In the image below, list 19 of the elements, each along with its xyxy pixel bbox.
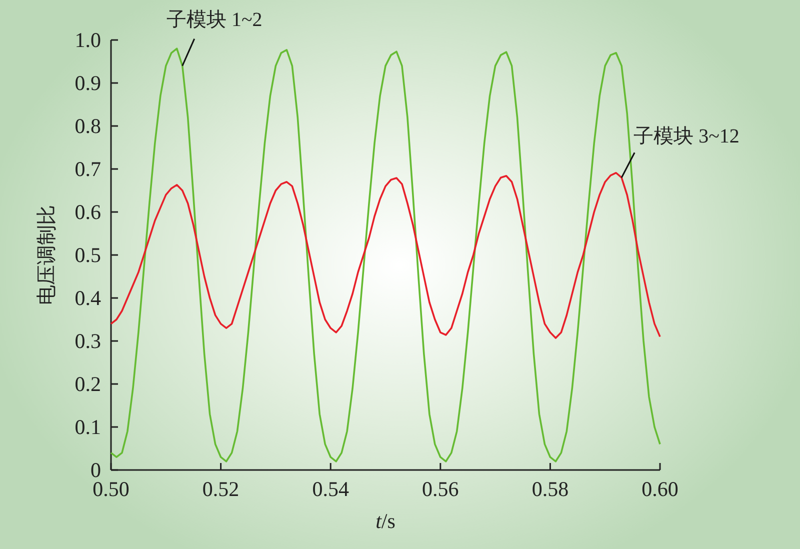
y-tick-label: 0.7 (74, 157, 101, 181)
x-tick-label: 0.56 (422, 477, 459, 501)
y-tick-label: 0.3 (74, 329, 101, 353)
series-label: 子模块 3~12 (634, 126, 740, 148)
x-tick-label: 0.60 (642, 477, 678, 501)
y-tick-label: 0.5 (74, 243, 101, 267)
y-tick-label: 0.1 (74, 415, 101, 439)
y-tick-label: 0.2 (74, 372, 101, 396)
x-tick-label: 0.54 (312, 477, 350, 501)
y-tick-label: 0.4 (74, 286, 102, 310)
y-tick-label: 0.8 (74, 114, 101, 138)
y-tick-label: 0.9 (74, 71, 101, 95)
x-tick-label: 0.58 (532, 477, 569, 501)
series-label: 子模块 1~2 (166, 8, 262, 31)
y-axis-title: 电压调制比 (36, 205, 58, 305)
x-axis-title: t/s (376, 509, 396, 533)
x-tick-label: 0.52 (202, 477, 240, 501)
y-tick-label: 1.0 (74, 28, 101, 52)
y-tick-label: 0.6 (74, 200, 101, 224)
